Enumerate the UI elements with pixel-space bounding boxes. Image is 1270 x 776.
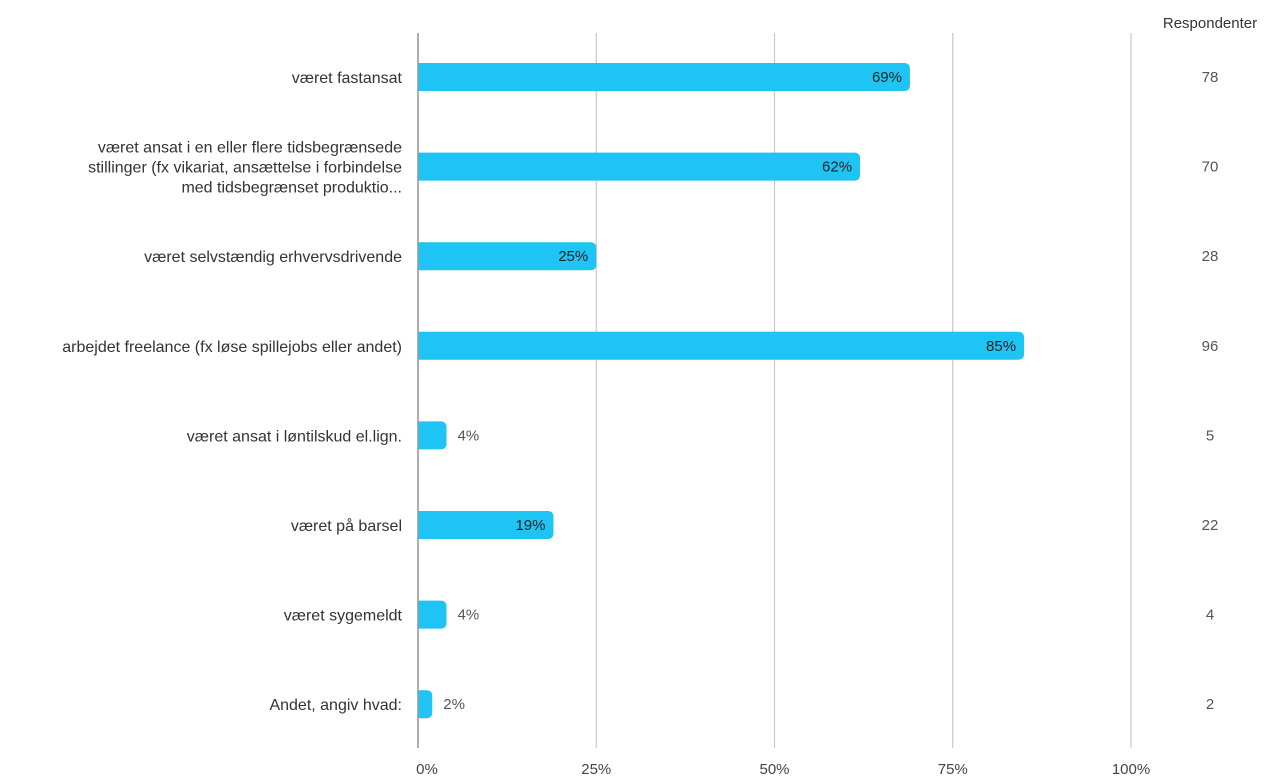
category-label: været sygemeldt [284,608,403,625]
data-label: 62% [822,159,852,176]
labels: 0% 25% 50% 75% 100% været fastansat 69% 78 været… [62,69,1218,776]
bar [418,421,447,450]
category-label-line: været på barsel [291,517,402,535]
bar [418,511,554,539]
category-label: været ansat i løntilskud el.lign. [187,428,402,445]
category-label-line: været ansat i løntilskud el.lign. [187,428,402,445]
respondents-value: 4 [1206,607,1214,624]
x-tick-label: 75% [938,761,968,776]
data-label: 4% [458,427,480,444]
category-label: været fastansat [292,70,403,87]
x-tick-label: 50% [759,761,789,776]
bar [418,242,597,271]
respondents-value: 78 [1202,69,1219,86]
category-label: været på barsel [291,517,402,535]
respondents-value: 70 [1202,159,1219,176]
x-tick-label: 100% [1112,761,1150,776]
data-label: 85% [986,338,1016,355]
category-label-line: arbejdet freelance (fx løse spillejobs e… [62,339,402,356]
category-label: været selvstændig erhvervsdrivende [144,249,402,266]
category-label-line: været sygemeldt [284,608,403,625]
bar [418,600,447,629]
bar [418,690,433,719]
data-label: 69% [872,69,902,86]
category-label: været ansat i en eller flere tidsbegræns… [88,140,402,197]
respondents-value: 96 [1202,338,1219,355]
data-label: 19% [515,517,545,534]
bar [418,152,861,181]
bar [418,331,1025,360]
category-label-line: stillinger (fx vikariat, ansættelse i fo… [88,160,402,177]
respondents-value: 22 [1202,517,1219,534]
category-label: Andet, angiv hvad: [269,697,402,714]
respondents-value: 2 [1206,696,1214,713]
bar [418,63,910,91]
category-label: arbejdet freelance (fx løse spillejobs e… [62,339,402,356]
bars [418,63,1025,719]
data-label: 2% [443,696,465,713]
category-label-line: været ansat i en eller flere tidsbegræns… [98,140,402,157]
category-label-line: med tidsbegrænset produktio... [181,180,402,197]
respondents-value: 5 [1206,427,1214,444]
x-tick-label: 25% [581,761,611,776]
gridlines [595,33,1132,748]
x-tick-label: 0% [416,761,438,776]
category-label-line: været selvstændig erhvervsdrivende [144,249,402,266]
data-label: 25% [558,248,588,265]
category-label-line: Andet, angiv hvad: [269,697,402,714]
data-label: 4% [458,607,480,624]
respondents-value: 28 [1202,248,1219,265]
respondents-header: Respondenter [1163,15,1257,32]
category-label-line: været fastansat [292,70,403,87]
